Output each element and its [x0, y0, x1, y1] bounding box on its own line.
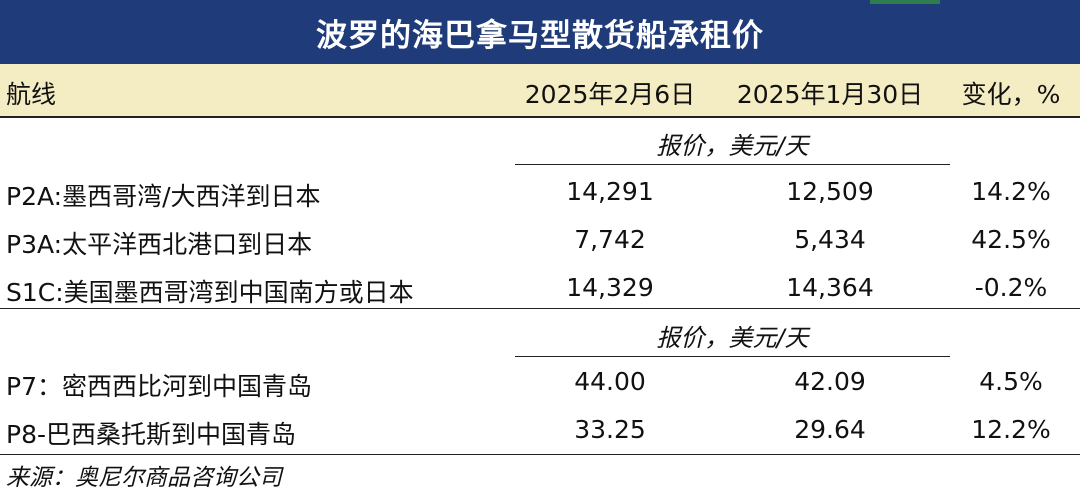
table-row: P3A:太平洋西北港口到日本 7,742 5,434 42.5% — [0, 216, 1080, 264]
section-subheader: 报价，美元/天 — [656, 132, 809, 160]
row-change: -0.2% — [974, 273, 1048, 302]
row-change: 4.5% — [979, 367, 1043, 396]
row-value-date-2: 29.64 — [794, 415, 866, 444]
row-value-date-1: 44.00 — [574, 367, 646, 396]
table-row: P7：密西西比河到中国青岛 44.00 42.09 4.5% — [0, 358, 1080, 406]
section-2: 报价，美元/天 P7：密西西比河到中国青岛 44.00 42.09 4.5% P… — [0, 310, 1080, 452]
row-route: P8-巴西桑托斯到中国青岛 — [6, 420, 297, 449]
section-subheader: 报价，美元/天 — [656, 324, 809, 352]
header-date-2: 2025年1月30日 — [736, 80, 924, 109]
source-note: 来源：奥尼尔商品咨询公司 — [6, 465, 282, 491]
row-route: S1C:美国墨西哥湾到中国南方或日本 — [6, 278, 414, 307]
row-change: 42.5% — [971, 225, 1051, 254]
row-value-date-2: 14,364 — [786, 273, 874, 302]
row-value-date-1: 14,291 — [566, 177, 654, 206]
table-row: S1C:美国墨西哥湾到中国南方或日本 14,329 14,364 -0.2% — [0, 264, 1080, 312]
subheader-underline — [515, 164, 950, 165]
section-divider — [0, 308, 1080, 309]
table-row: P2A:墨西哥湾/大西洋到日本 14,291 12,509 14.2% — [0, 168, 1080, 216]
row-change: 14.2% — [971, 177, 1051, 206]
row-route: P3A:太平洋西北港口到日本 — [6, 230, 313, 259]
row-value-date-1: 14,329 — [566, 273, 654, 302]
row-route: P2A:墨西哥湾/大西洋到日本 — [6, 182, 321, 211]
row-value-date-2: 5,434 — [794, 225, 866, 254]
row-value-date-1: 33.25 — [574, 415, 646, 444]
table-row: P8-巴西桑托斯到中国青岛 33.25 29.64 12.2% — [0, 406, 1080, 454]
header-date-1: 2025年2月6日 — [524, 80, 696, 109]
row-route: P7：密西西比河到中国青岛 — [6, 372, 312, 401]
table-title: 波罗的海巴拿马型散货船承租价 — [0, 0, 1080, 64]
row-value-date-1: 7,742 — [574, 225, 646, 254]
section-1: 报价，美元/天 P2A:墨西哥湾/大西洋到日本 14,291 12,509 14… — [0, 118, 1080, 308]
row-change: 12.2% — [971, 415, 1051, 444]
header-change: 变化，% — [961, 80, 1061, 109]
table-header: 航线 2025年2月6日 2025年1月30日 变化，% — [0, 64, 1080, 118]
table-bottom-border — [0, 454, 1080, 455]
subheader-underline — [515, 356, 950, 357]
header-route: 航线 — [6, 80, 57, 109]
row-value-date-2: 42.09 — [794, 367, 866, 396]
row-value-date-2: 12,509 — [786, 177, 874, 206]
